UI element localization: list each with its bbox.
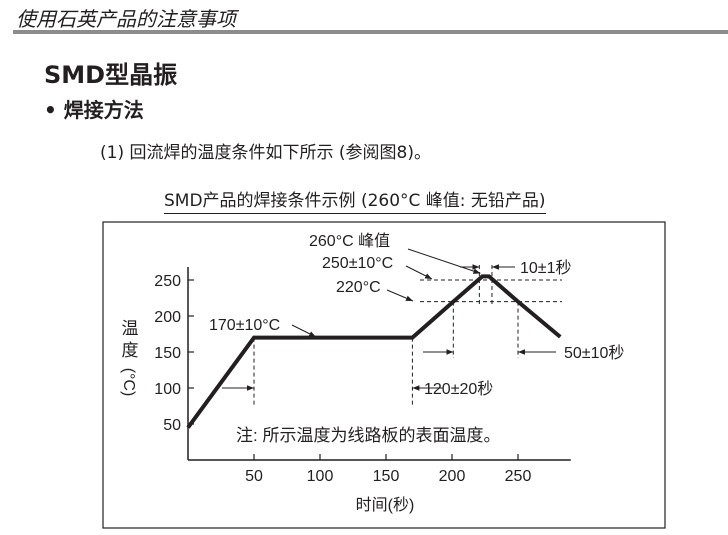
y-tick-label: 250 bbox=[154, 273, 181, 290]
chart-frame bbox=[102, 221, 666, 529]
preheat-temp-leader bbox=[291, 324, 317, 338]
header-divider bbox=[13, 30, 728, 34]
x-tick-label: 250 bbox=[505, 468, 532, 485]
y-tick-label: 200 bbox=[154, 309, 181, 326]
peak-label: 260°C 峰值 bbox=[309, 232, 390, 250]
y-tick-label: 150 bbox=[154, 345, 181, 362]
peak-time-label: 10±1秒 bbox=[520, 259, 571, 277]
y-axis-label-3: (°C) bbox=[120, 368, 137, 397]
y-tick-label: 100 bbox=[154, 381, 181, 398]
reflow-temp-label: 220°C bbox=[336, 279, 381, 296]
y-axis-label-2: 度 bbox=[122, 341, 139, 360]
x-tick-label: 150 bbox=[373, 468, 400, 485]
temperature-profile-line bbox=[186, 274, 562, 429]
x-tick-label: 50 bbox=[245, 468, 263, 485]
paragraph: (1) 回流焊的温度条件如下所示 (参阅图8)。 bbox=[100, 143, 431, 163]
chart-note: 注: 所示温度为线路板的表面温度。 bbox=[236, 426, 500, 445]
y-tick-label: 50 bbox=[163, 417, 181, 434]
reflow-temp-leader bbox=[386, 289, 414, 302]
peak-zone-label: 250±10°C bbox=[322, 255, 393, 272]
peak-leader bbox=[407, 248, 481, 274]
x-tick-label: 100 bbox=[307, 468, 334, 485]
preheat-time-label: 120±20秒 bbox=[424, 380, 493, 398]
x-axis-label: 时间(秒) bbox=[356, 496, 415, 514]
chart-title: SMD产品的焊接条件示例 (260°C 峰值: 无铅产品) bbox=[164, 186, 546, 214]
section-title: SMD型晶振 bbox=[44, 61, 178, 89]
x-tick-label: 200 bbox=[439, 468, 466, 485]
y-axis-label-1: 温 bbox=[122, 319, 139, 338]
preheat-temp-label: 170±10°C bbox=[209, 317, 280, 334]
section-subtitle: • 焊接方法 bbox=[44, 98, 144, 122]
reflow-time-label: 50±10秒 bbox=[564, 344, 624, 362]
page-header-title: 使用石英产品的注意事项 bbox=[16, 7, 236, 31]
peak-zone-leader bbox=[405, 265, 433, 280]
